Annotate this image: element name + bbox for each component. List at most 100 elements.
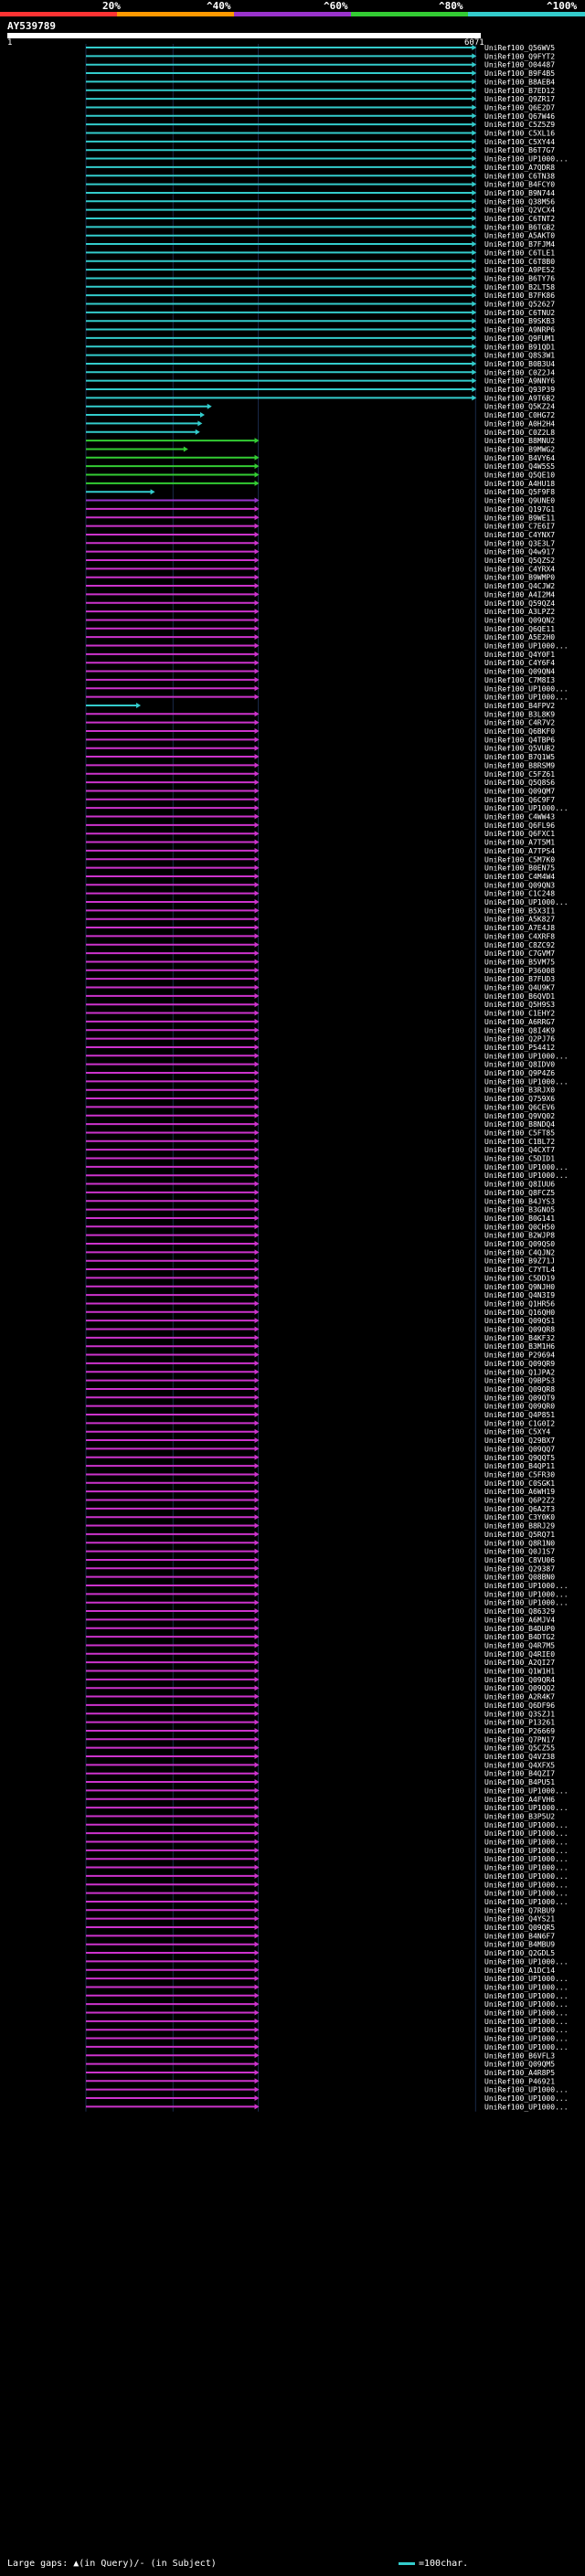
hit-label[interactable]: UniRef100_Q6FL96 — [484, 822, 555, 830]
hit-label[interactable]: UniRef100_Q4XFX5 — [484, 1761, 555, 1769]
hit-label[interactable]: UniRef100_Q4W5S5 — [484, 462, 555, 471]
hit-label[interactable]: UniRef100_C4XRF8 — [484, 932, 555, 940]
hit-label[interactable]: UniRef100_P13261 — [484, 1719, 555, 1727]
hit-label[interactable]: UniRef100_B5VM75 — [484, 958, 555, 966]
hit-label[interactable]: UniRef100_C1G0I2 — [484, 1419, 555, 1427]
hit-label[interactable]: UniRef100_Q09QN3 — [484, 881, 555, 889]
hit-label[interactable]: UniRef100_Q09QQ7 — [484, 1445, 555, 1453]
hit-label[interactable]: UniRef100_C4R7V2 — [484, 719, 555, 727]
hit-label[interactable]: UniRef100_B7FJM4 — [484, 240, 555, 249]
hit-label[interactable]: UniRef100_C4WW43 — [484, 813, 555, 822]
hit-label[interactable]: UniRef100_Q2VCX4 — [484, 207, 555, 215]
hit-label[interactable]: UniRef100_UP1000... — [484, 1052, 569, 1060]
hit-label[interactable]: UniRef100_C4Y6F4 — [484, 659, 555, 667]
hit-label[interactable]: UniRef100_B7FK86 — [484, 292, 555, 300]
hit-label[interactable]: UniRef100_B0EN75 — [484, 864, 555, 873]
hit-label[interactable]: UniRef100_A0H2H4 — [484, 419, 555, 428]
hit-label[interactable]: UniRef100_C3Y0K0 — [484, 1513, 555, 1521]
hit-label[interactable]: UniRef100_Q09QR8 — [484, 1326, 555, 1334]
hit-label[interactable]: UniRef100_Q8FCZ5 — [484, 1189, 555, 1197]
hit-label[interactable]: UniRef100_A5K827 — [484, 916, 555, 924]
hit-label[interactable]: UniRef100_Q29387 — [484, 1564, 555, 1573]
hit-label[interactable]: UniRef100_UP1000... — [484, 1847, 569, 1855]
hit-label[interactable]: UniRef100_Q09QN2 — [484, 616, 555, 624]
hit-label[interactable]: UniRef100_C5DD19 — [484, 1274, 555, 1282]
hit-label[interactable]: UniRef100_C6TN38 — [484, 172, 555, 180]
hit-label[interactable]: UniRef100_C5FR30 — [484, 1470, 555, 1479]
hit-label[interactable]: UniRef100_A6WH19 — [484, 1488, 555, 1496]
hit-label[interactable]: UniRef100_Q09QR5 — [484, 1924, 555, 1932]
hit-label[interactable]: UniRef100_Q08BN0 — [484, 1574, 555, 1582]
hit-label[interactable]: UniRef100_Q09QT9 — [484, 1394, 555, 1402]
hit-label[interactable]: UniRef100_P54412 — [484, 1044, 555, 1052]
hit-label[interactable]: UniRef100_Q67W46 — [484, 112, 555, 121]
hit-label[interactable]: UniRef100_Q38M56 — [484, 197, 555, 206]
hit-label[interactable]: UniRef100_A5AKT0 — [484, 232, 555, 240]
hit-label[interactable]: UniRef100_C0HG72 — [484, 411, 555, 419]
hit-label[interactable]: UniRef100_Q09QS1 — [484, 1317, 555, 1325]
hit-label[interactable]: UniRef100_C7GVM7 — [484, 949, 555, 958]
hit-label[interactable]: UniRef100_B6TY76 — [484, 274, 555, 282]
hit-label[interactable]: UniRef100_B3GNO5 — [484, 1206, 555, 1214]
hit-label[interactable]: UniRef100_UP1000... — [484, 2043, 569, 2051]
hit-label[interactable]: UniRef100_UP1000... — [484, 1590, 569, 1598]
hit-label[interactable]: UniRef100_Q6QE11 — [484, 625, 555, 633]
hit-label[interactable]: UniRef100_B3L8K9 — [484, 710, 555, 718]
hit-label[interactable]: UniRef100_UP1000... — [484, 2086, 569, 2094]
hit-label[interactable]: UniRef100_UP1000... — [484, 1957, 569, 1966]
hit-label[interactable]: UniRef100_C5FT85 — [484, 1129, 555, 1137]
hit-label[interactable]: UniRef100_Q5QZS2 — [484, 557, 555, 565]
hit-label[interactable]: UniRef100_UP1000... — [484, 1872, 569, 1881]
hit-label[interactable]: UniRef100_Q8I4K9 — [484, 1026, 555, 1034]
hit-label[interactable]: UniRef100_C7E6I7 — [484, 523, 555, 531]
hit-label[interactable]: UniRef100_Q6DF96 — [484, 1701, 555, 1710]
hit-label[interactable]: UniRef100_UP1000... — [484, 1898, 569, 1906]
hit-label[interactable]: UniRef100_UP1000... — [484, 1839, 569, 1847]
hit-label[interactable]: UniRef100_Q09QN4 — [484, 668, 555, 676]
hit-label[interactable]: UniRef100_A4FVH6 — [484, 1796, 555, 1804]
hit-label[interactable]: UniRef100_C8ZC92 — [484, 941, 555, 949]
hit-label[interactable]: UniRef100_C5XY44 — [484, 138, 555, 146]
hit-label[interactable]: UniRef100_P46921 — [484, 2077, 555, 2085]
hit-label[interactable]: UniRef100_A2R4K7 — [484, 1693, 555, 1701]
hit-label[interactable]: UniRef100_Q0J1S7 — [484, 1548, 555, 1556]
hit-label[interactable]: UniRef100_A4R8P5 — [484, 2069, 555, 2077]
hit-label[interactable]: UniRef100_UP1000... — [484, 1163, 569, 1171]
hit-label[interactable]: UniRef100_B4N6F7 — [484, 1932, 555, 1940]
hit-label[interactable]: UniRef100_Q09QQ2 — [484, 1684, 555, 1692]
hit-label[interactable]: UniRef100_Q197G1 — [484, 505, 555, 514]
hit-label[interactable]: UniRef100_P29694 — [484, 1352, 555, 1360]
hit-label[interactable]: UniRef100_C4YRX4 — [484, 565, 555, 573]
hit-label[interactable]: UniRef100_C7YTL4 — [484, 1266, 555, 1274]
hit-label[interactable]: UniRef100_UP1000... — [484, 2000, 569, 2009]
hit-label[interactable]: UniRef100_B4KF32 — [484, 1334, 555, 1342]
hit-label[interactable]: UniRef100_Q4CJW2 — [484, 582, 555, 590]
hit-label[interactable]: UniRef100_B4VY64 — [484, 454, 555, 462]
hit-label[interactable]: UniRef100_C5Z5Z9 — [484, 121, 555, 129]
hit-label[interactable]: UniRef100_C8VU06 — [484, 1556, 555, 1564]
hit-label[interactable]: UniRef100_A7T5M1 — [484, 839, 555, 847]
hit-label[interactable]: UniRef100_A4I2M4 — [484, 590, 555, 599]
hit-label[interactable]: UniRef100_UP1000... — [484, 2018, 569, 2026]
hit-label[interactable]: UniRef100_Q7RBU9 — [484, 1906, 555, 1914]
hit-label[interactable]: UniRef100_B8AEB4 — [484, 78, 555, 86]
hit-label[interactable]: UniRef100_UP1000... — [484, 1821, 569, 1829]
hit-label[interactable]: UniRef100_B91QD1 — [484, 343, 555, 351]
hit-label[interactable]: UniRef100_A9PE52 — [484, 266, 555, 274]
hit-label[interactable]: UniRef100_Q9UNE0 — [484, 497, 555, 505]
hit-label[interactable]: UniRef100_Q0CH50 — [484, 1223, 555, 1231]
hit-label[interactable]: UniRef100_Q6FXC1 — [484, 830, 555, 838]
hit-label[interactable]: UniRef100_Q6P2Z2 — [484, 1497, 555, 1505]
hit-label[interactable]: UniRef100_UP1000... — [484, 1983, 569, 1991]
hit-label[interactable]: UniRef100_Q5RQ71 — [484, 1531, 555, 1539]
hit-label[interactable]: UniRef100_B4QZI7 — [484, 1770, 555, 1778]
hit-label[interactable]: UniRef100_Q6E2D7 — [484, 103, 555, 111]
hit-label[interactable]: UniRef100_UP1000... — [484, 1864, 569, 1872]
hit-label[interactable]: UniRef100_B4FPV2 — [484, 702, 555, 710]
hit-label[interactable]: UniRef100_C1EHY2 — [484, 1010, 555, 1018]
hit-label[interactable]: UniRef100_Q9NJH0 — [484, 1283, 555, 1291]
hit-label[interactable]: UniRef100_B4DTG2 — [484, 1633, 555, 1641]
hit-label[interactable]: UniRef100_Q56WV5 — [484, 44, 555, 52]
hit-label[interactable]: UniRef100_Q5CZ55 — [484, 1744, 555, 1753]
hit-label[interactable]: UniRef100_Q09QM5 — [484, 2061, 555, 2069]
